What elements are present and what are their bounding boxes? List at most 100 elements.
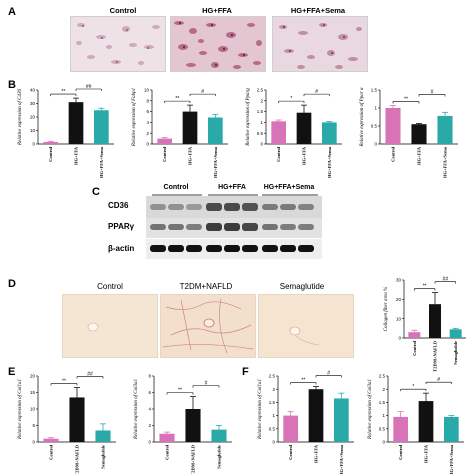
y-tick-label: 20 — [396, 297, 402, 302]
category-label: Control — [162, 146, 167, 162]
micrograph-a-hgffa-sema-texture — [273, 17, 367, 71]
significance-label: ** — [175, 96, 179, 102]
micrograph-d-t2dm-texture — [161, 295, 255, 357]
category-label: HG+FFA+Sema — [99, 146, 104, 178]
significance-label: ## — [443, 277, 449, 283]
y-tick-label: 1 — [374, 106, 377, 111]
y-tick-label: 10 — [30, 128, 36, 133]
significance-label: ** — [178, 388, 182, 394]
category-label: HG+FFA — [314, 444, 319, 463]
y-tick-label: 20 — [30, 374, 36, 379]
bar-1 — [408, 332, 421, 338]
bar-1 — [159, 433, 175, 442]
blot-group-underlines — [152, 194, 318, 196]
y-tick-label: 1 — [382, 413, 385, 418]
chart-b-fabp1: 0 2 4 6 8 10 Relative expression of Fabp1 Contr… — [132, 88, 228, 178]
y-tick-label: 0 — [374, 142, 377, 147]
y-tick-label: 0 — [32, 142, 35, 147]
y-tick-label: 10 — [30, 407, 36, 412]
panel-letter-b: B — [8, 79, 16, 91]
western-blot — [146, 196, 322, 259]
bar-2 — [68, 102, 84, 144]
y-tick-label: 0.5 — [257, 131, 264, 136]
bar-1 — [393, 416, 409, 442]
bar-2 — [429, 304, 441, 338]
bar-2 — [308, 389, 324, 442]
y-tick-label: 2.5 — [379, 374, 386, 379]
y-axis-label: Relative expression of Col3a1 — [368, 379, 373, 440]
y-tick-label: 10 — [396, 316, 402, 321]
label-a-hgffa: HG+FFA — [202, 6, 232, 15]
y-axis-label: Relative expression of Ppar α — [360, 87, 365, 147]
micrograph-a-control — [70, 16, 166, 72]
micrograph-d-control — [62, 294, 158, 358]
significance-label: # — [431, 89, 434, 95]
y-tick-label: 4 — [146, 120, 149, 125]
micrograph-d-t2dm — [160, 294, 256, 358]
label-a-hgffa-sema: HG+FFA+Sema — [290, 6, 346, 15]
significance-label: # — [327, 371, 330, 377]
category-label: Control — [391, 146, 396, 162]
significance-label: ## — [86, 84, 92, 90]
blot-label-actin: β-actin — [108, 244, 135, 253]
y-tick-label: 8 — [148, 374, 151, 379]
significance-label: ** — [423, 284, 427, 290]
label-a-control: Control — [109, 6, 137, 15]
bar-2 — [411, 124, 427, 144]
micrograph-d-control-texture — [63, 295, 157, 357]
category-label: Control — [48, 146, 53, 162]
y-tick-label: 1.5 — [379, 400, 386, 405]
y-tick-label: 0 — [260, 142, 263, 147]
y-axis-label: Relative expression of Col1a1 — [18, 379, 23, 440]
label-d-control: Control — [97, 282, 123, 291]
y-tick-label: 5 — [32, 423, 35, 428]
y-tick-label: 6 — [146, 109, 149, 114]
bar-2 — [69, 397, 85, 442]
significance-label: # — [201, 89, 204, 95]
y-tick-label: 1.5 — [257, 109, 264, 114]
significance-label: # — [315, 89, 318, 95]
y-tick-label: 0 — [382, 440, 385, 445]
significance-label: ## — [87, 372, 93, 378]
y-tick-label: 0 — [32, 440, 35, 445]
category-label: T2DM+NAFLD — [75, 444, 80, 474]
bar-1 — [43, 141, 59, 144]
bar-3 — [449, 329, 462, 338]
panel-letter-a: A — [8, 6, 16, 18]
blot-group-hgffa: HG+FFA — [218, 184, 246, 191]
chart-d-collagen: 0 10 20 30 Collagen fiber area % Control T2DM+… — [384, 277, 466, 372]
y-tick-label: 2 — [148, 423, 151, 428]
y-tick-label: 2.5 — [257, 88, 264, 93]
label-d-t2dm: T2DM+NAFLD — [179, 282, 233, 291]
category-label: HG+FFA+Sema — [339, 444, 344, 474]
y-tick-label: 0.5 — [379, 426, 386, 431]
significance-label: * — [412, 384, 414, 390]
panel-letter-d: D — [8, 278, 16, 290]
bar-1 — [385, 108, 401, 144]
bar-2 — [296, 112, 312, 144]
y-tick-label: 2.5 — [269, 374, 276, 379]
y-tick-label: 2 — [146, 131, 149, 136]
micrograph-d-sema-texture — [259, 295, 353, 357]
y-tick-label: 0 — [398, 336, 401, 341]
blot-group-control: Control — [163, 184, 189, 191]
y-tick-label: 15 — [30, 390, 36, 395]
category-label: Semaglutide — [217, 445, 222, 469]
category-label: HG+FFA — [417, 146, 422, 165]
chart-b-cd36: 0 10 20 30 40 Relative expression of Cd36 Cont… — [18, 84, 114, 178]
y-tick-label: 0 — [146, 142, 149, 147]
category-label: Control — [412, 340, 417, 356]
y-tick-label: 2 — [382, 387, 385, 392]
category-label: Control — [165, 444, 170, 460]
y-tick-label: 2 — [260, 98, 263, 103]
bar-3 — [211, 429, 227, 442]
y-tick-label: 4 — [148, 407, 151, 412]
significance-label: ** — [61, 89, 65, 95]
y-tick-label: 1 — [260, 120, 263, 125]
category-label: Semaglutide — [453, 341, 458, 365]
significance-label: * — [290, 96, 292, 102]
category-label: HG+FFA — [302, 146, 307, 165]
chart-e-col1a1: 0 5 10 15 20 Relative expression of Col1a1 Con… — [18, 372, 116, 474]
chart-f-col1a1: 0 0.5 1 1.5 2 2.5 Relative expression of Col1a… — [258, 371, 354, 474]
category-label: HG+FFA+Sema — [449, 444, 454, 474]
